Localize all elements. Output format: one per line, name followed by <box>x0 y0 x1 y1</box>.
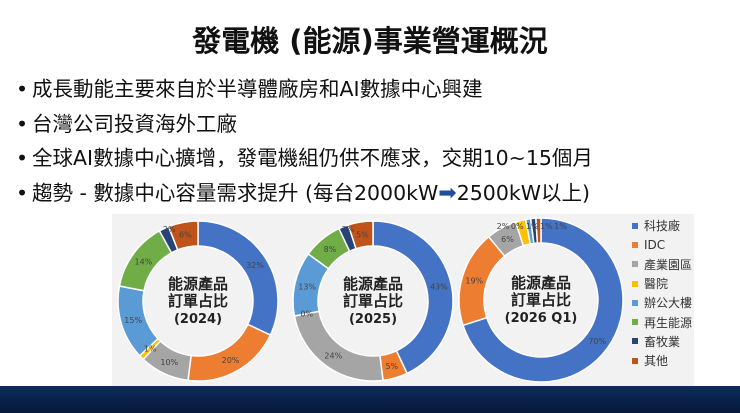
center-label: 訂單占比 <box>511 291 571 309</box>
center-label: (2024) <box>174 312 222 327</box>
bullet-list: • 成長動能主要來自於半導體廠房和AI數據中心興建 • 台灣公司投資海外工廠 • 全球… <box>16 72 593 210</box>
data-label: 5% <box>356 230 369 239</box>
bullet-item: • 台灣公司投資海外工廠 <box>16 111 237 136</box>
chart-legend: 科技廠 IDC 產業園區醫院辦公大樓再生能源畜牧業其他 <box>632 216 692 370</box>
legend-item: 醫院 <box>632 274 692 293</box>
data-label: 19% <box>465 277 483 286</box>
data-label: 6% <box>501 235 514 244</box>
center-label: 訂單占比 <box>343 292 403 310</box>
legend-swatch <box>632 299 638 306</box>
data-label: 24% <box>324 352 342 361</box>
data-label: 1% <box>526 222 539 231</box>
center-label: (2025) <box>349 312 397 327</box>
legend-label: 畜牧業 <box>644 334 681 349</box>
data-label: 13% <box>298 282 316 291</box>
footer-band <box>0 386 740 413</box>
data-label: 1% <box>554 222 567 231</box>
center-label: 訂單占比 <box>168 292 228 310</box>
data-label: 14% <box>135 257 153 266</box>
legend-label: 再生能源 <box>644 315 693 330</box>
bullet-item: • 全球AI數據中心擴增，發電機組仍供不應求，交期10~15個月 <box>16 146 593 170</box>
legend-label: 科技廠 <box>644 219 681 234</box>
slide-title: 發電機 (能源)事業營運概況 <box>192 24 548 58</box>
legend-item: 辦公大樓 <box>632 293 692 312</box>
legend-label: 產業園區 <box>644 257 693 272</box>
data-label: 15% <box>124 316 142 325</box>
legend-swatch <box>632 261 638 268</box>
legend-swatch <box>632 241 638 248</box>
data-label: 6% <box>179 231 192 240</box>
legend-label: 辦公大樓 <box>644 296 693 311</box>
data-label: 1% <box>540 222 553 231</box>
data-label: 70% <box>588 337 606 346</box>
data-label: 20% <box>222 356 240 365</box>
data-label: 10% <box>160 358 178 367</box>
legend-item: 畜牧業 <box>632 332 692 351</box>
legend-item: 產業園區 <box>632 255 692 274</box>
data-label: 43% <box>430 282 448 291</box>
donut-slice <box>462 217 624 383</box>
data-label: 1% <box>144 345 157 354</box>
legend-item: 其他 <box>632 351 692 370</box>
arrow-right-icon: ➡ <box>438 180 457 206</box>
donut-slice <box>347 220 374 250</box>
legend-swatch <box>632 280 638 287</box>
bullet-item: • 成長動能主要來自於半導體廠房和AI數據中心興建 <box>16 77 483 101</box>
center-label: 能源產品 <box>511 274 571 292</box>
legend-label: 其他 <box>644 354 669 369</box>
donut-slice <box>535 217 542 244</box>
legend-swatch <box>632 338 638 345</box>
center-label: 能源產品 <box>168 275 228 293</box>
donut-slice <box>167 220 199 251</box>
data-label: 2% <box>163 225 176 234</box>
legend-item: IDC <box>632 235 692 254</box>
legend-swatch <box>632 319 638 326</box>
data-label: 5% <box>385 362 398 371</box>
center-label: (2026 Q1) <box>505 311 578 326</box>
data-label: 0% <box>300 310 313 319</box>
legend-swatch <box>632 357 638 364</box>
legend-item: 再生能源 <box>632 312 692 331</box>
donut-slice <box>187 323 272 382</box>
bullet-item: • 趨勢 - 數據中心容量需求提升 (每台2000kW➡2500kW以上) <box>16 180 591 206</box>
legend-label: IDC <box>644 237 666 252</box>
data-label: 2% <box>497 222 510 231</box>
legend-item: 科技廠 <box>632 216 692 235</box>
data-label: 0% <box>511 222 524 231</box>
center-label: 能源產品 <box>343 275 403 293</box>
data-label: 32% <box>246 261 264 270</box>
data-label: 8% <box>324 245 337 254</box>
data-label: 2% <box>342 225 355 234</box>
legend-swatch <box>632 222 638 229</box>
legend-label: 醫院 <box>644 277 669 292</box>
